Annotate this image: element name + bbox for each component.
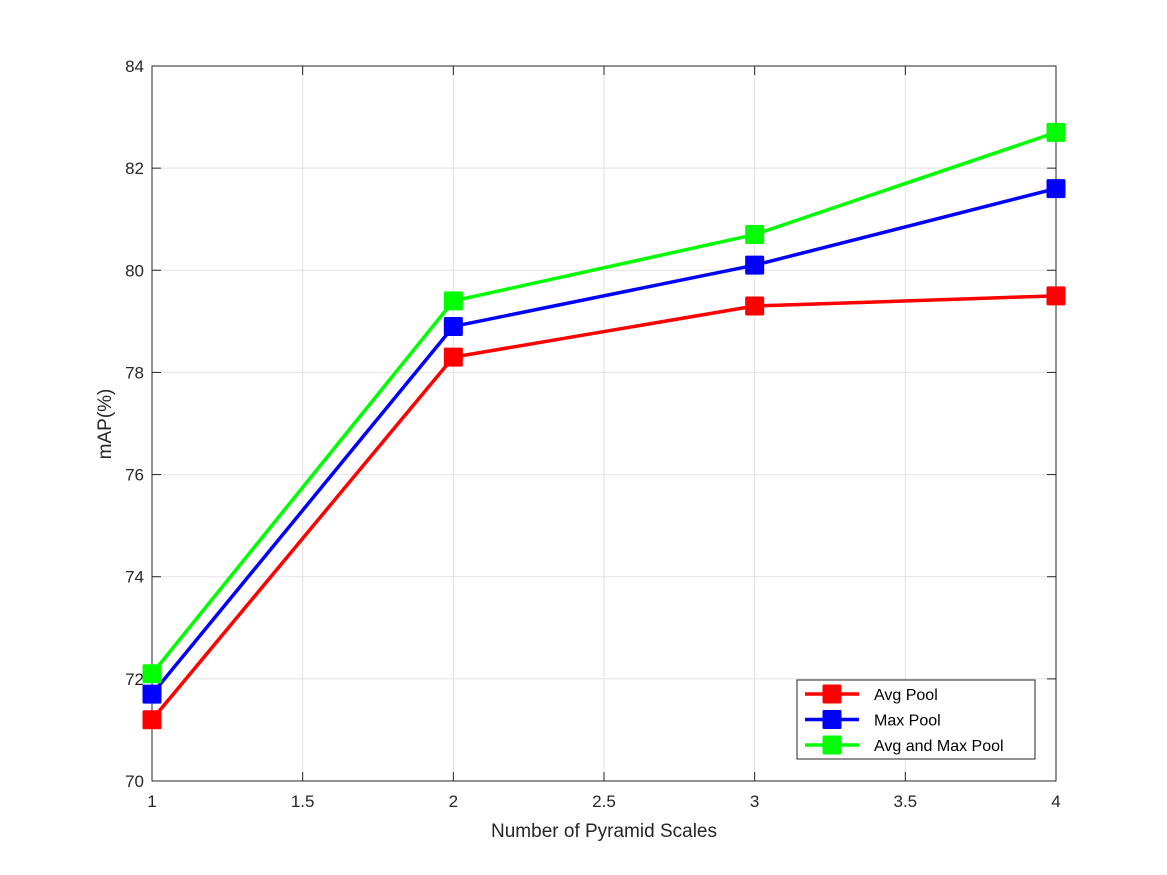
y-tick-label: 70 xyxy=(125,772,144,791)
legend-marker xyxy=(822,735,842,755)
y-axis-ticks: 70 72 74 76 78 80 82 84 xyxy=(125,57,1056,791)
data-point xyxy=(745,296,765,316)
data-point xyxy=(443,316,463,336)
data-point xyxy=(1046,286,1066,306)
y-tick-label: 72 xyxy=(125,670,144,689)
series-line xyxy=(150,294,1057,721)
y-tick-label: 78 xyxy=(125,363,144,382)
series-line xyxy=(150,186,1057,696)
data-point xyxy=(142,664,162,684)
y-tick-label: 84 xyxy=(125,57,144,76)
legend: Avg Pool Max Pool Avg and Max Pool xyxy=(796,679,1036,760)
y-tick-label: 76 xyxy=(125,466,144,485)
series-avg-pool xyxy=(142,286,1066,730)
y-tick-label: 80 xyxy=(125,261,144,280)
data-point xyxy=(443,291,463,311)
series-max-pool xyxy=(142,179,1066,704)
x-tick-label: 2.5 xyxy=(592,792,616,811)
series-line xyxy=(150,130,1057,675)
series-avg-and-max-pool xyxy=(142,122,1066,684)
data-point xyxy=(745,255,765,275)
x-tick-label: 4 xyxy=(1051,792,1060,811)
legend-label: Avg Pool xyxy=(874,687,938,704)
data-point xyxy=(443,347,463,367)
x-axis-label: Number of Pyramid Scales xyxy=(491,821,717,842)
data-point xyxy=(142,710,162,730)
data-point xyxy=(745,225,765,245)
x-axis-ticks: 1 1.5 2 2.5 3 3.5 4 xyxy=(147,66,1061,811)
y-axis-label: mAP(%) xyxy=(95,389,116,460)
data-point xyxy=(1046,122,1066,142)
x-tick-label: 1.5 xyxy=(291,792,315,811)
x-tick-label: 2 xyxy=(449,792,458,811)
x-tick-label: 1 xyxy=(147,792,156,811)
legend-label: Avg and Max Pool xyxy=(874,738,1004,755)
data-series xyxy=(142,122,1066,730)
data-point xyxy=(142,684,162,704)
data-point xyxy=(1046,179,1066,199)
legend-marker xyxy=(822,710,842,729)
legend-marker xyxy=(822,684,842,704)
y-tick-label: 74 xyxy=(125,568,144,587)
x-tick-label: 3.5 xyxy=(894,792,918,811)
legend-label: Max Pool xyxy=(874,713,941,730)
y-tick-label: 82 xyxy=(125,159,144,178)
x-tick-label: 3 xyxy=(750,792,759,811)
